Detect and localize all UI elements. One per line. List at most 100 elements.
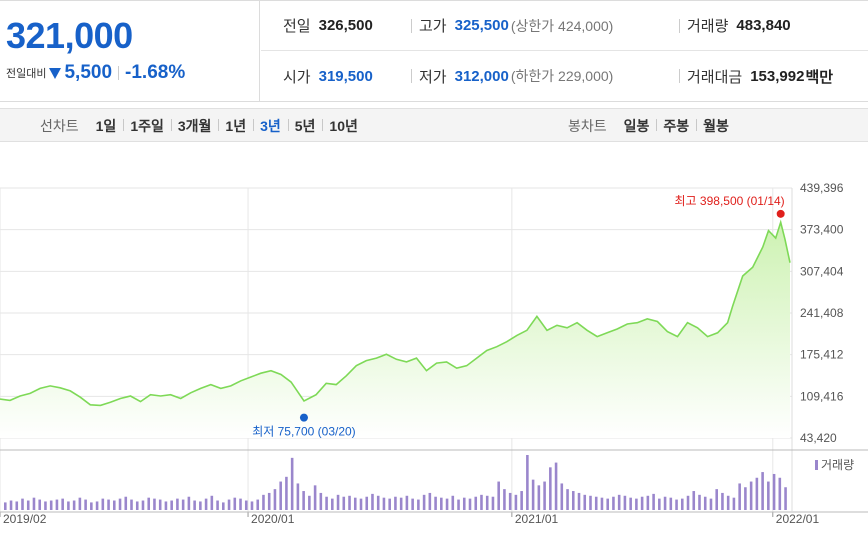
volume-bar xyxy=(32,497,36,510)
y-tick-label: 307,404 xyxy=(800,264,844,278)
volume-bar xyxy=(331,498,334,510)
line-chart-label: 선차트 xyxy=(40,118,79,134)
volume-bar xyxy=(549,467,552,510)
price-stats: 전일 326,500 고가 325,500 (상한가 424,000) 거래량 … xyxy=(261,1,868,102)
volume-bar xyxy=(474,496,478,510)
volume-bar xyxy=(296,483,300,510)
price-chart[interactable]: 43,420 109,416 175,412 241,408 307,404 373,40… xyxy=(0,142,868,545)
prev-close-stat: 전일 326,500 xyxy=(283,15,373,36)
volume-bar xyxy=(543,481,546,510)
open-stat: 시가 319,500 xyxy=(283,66,373,87)
volume-bar xyxy=(732,497,736,510)
candle-monthly[interactable]: 월봉 xyxy=(696,116,736,136)
volume-bar xyxy=(497,481,500,510)
volume-bar xyxy=(709,498,713,510)
volume-bar xyxy=(417,499,420,510)
volume-bar xyxy=(222,502,225,510)
amount-unit: 백만 xyxy=(805,68,834,86)
volume-stat: 거래량 483,840 xyxy=(687,15,791,36)
volume-bar xyxy=(755,477,759,510)
volume-bar xyxy=(491,496,495,510)
volume-bar xyxy=(531,479,535,510)
volume-bar xyxy=(290,457,294,510)
volume-bar xyxy=(26,500,30,510)
y-tick-label: 241,408 xyxy=(800,306,844,320)
divider xyxy=(679,19,680,33)
volume-bar xyxy=(84,499,87,510)
volume-bar xyxy=(9,500,13,510)
low-label: 저가 xyxy=(419,68,447,86)
volume-bar xyxy=(319,492,323,510)
volume-bar xyxy=(440,497,443,510)
volume-bar xyxy=(227,499,231,510)
volume-bar xyxy=(744,487,747,510)
volume-legend-swatch xyxy=(815,460,818,470)
volume-bar xyxy=(514,494,518,510)
volume-label: 거래량 xyxy=(687,18,729,35)
volume-bar xyxy=(457,499,460,510)
volume-bar xyxy=(187,496,191,510)
period-1d[interactable]: 1일 xyxy=(95,118,117,134)
volume-bar xyxy=(612,496,615,510)
volume-bar xyxy=(273,489,277,510)
open-value: 319,500 xyxy=(318,67,373,85)
volume-bar xyxy=(698,494,701,510)
candle-daily[interactable]: 일봉 xyxy=(623,118,650,134)
volume-bar xyxy=(210,495,214,510)
extreme-markers: 최고 398,500 (01/14) 최저 75,700 (03/20) xyxy=(252,194,785,439)
volume-bar xyxy=(703,496,707,510)
volume-bar xyxy=(267,492,271,510)
candle-chart-periods: 봉차트 일봉 주봉 월봉 xyxy=(568,109,736,143)
period-1y[interactable]: 1년 xyxy=(218,116,253,136)
divider xyxy=(679,69,680,83)
volume-bar xyxy=(537,485,541,510)
volume-bar xyxy=(749,481,753,510)
volume-bar xyxy=(686,495,690,510)
current-price: 321,000 xyxy=(6,15,133,56)
upper-limit: (상한가 424,000) xyxy=(510,17,614,34)
volume-bar xyxy=(285,476,288,510)
period-10y[interactable]: 10년 xyxy=(322,116,364,136)
volume-bar xyxy=(388,498,391,510)
x-tick-label: 2022/01 xyxy=(776,512,820,526)
volume-bar xyxy=(571,491,575,510)
candle-weekly[interactable]: 주봉 xyxy=(656,116,696,136)
volume-bar xyxy=(164,501,168,510)
high-label: 고가 xyxy=(419,18,447,35)
volume-bar xyxy=(124,496,128,510)
y-tick-label: 373,400 xyxy=(800,223,844,237)
volume-bar xyxy=(113,500,116,510)
volume-bar xyxy=(371,493,374,510)
volume-bar xyxy=(663,496,667,510)
volume-bar xyxy=(451,495,455,510)
volume-bar xyxy=(15,501,19,510)
stats-row-2: 시가 319,500 저가 312,000 (하한가 229,000) 거래대금… xyxy=(261,51,868,101)
volume-bar xyxy=(560,483,564,510)
volume-bar xyxy=(772,473,776,510)
x-tick-label: 2021/01 xyxy=(515,512,559,526)
price-header: 321,000 전일대비 5,500 -1.68% 전일 326,500 고가 … xyxy=(0,0,868,102)
period-3m[interactable]: 3개월 xyxy=(170,116,219,136)
candle-chart-label: 봉차트 xyxy=(568,118,607,134)
volume-bar xyxy=(520,491,523,510)
y-tick-label: 439,396 xyxy=(800,181,844,195)
volume-bar xyxy=(405,495,409,510)
volume-bar xyxy=(325,496,328,510)
volume-bar xyxy=(778,477,782,510)
volume-bar xyxy=(629,497,632,510)
volume-bar xyxy=(566,489,569,510)
volume-bar xyxy=(262,494,265,510)
volume-bar xyxy=(342,496,346,510)
volume-bar xyxy=(485,495,489,510)
volume-bar xyxy=(692,491,696,510)
period-5y[interactable]: 5년 xyxy=(287,116,323,136)
volume-bar xyxy=(462,497,466,510)
volume-bar xyxy=(233,497,237,510)
period-3y[interactable]: 3년 xyxy=(253,116,288,136)
volume-bar xyxy=(600,497,604,510)
volume-bar xyxy=(583,494,587,510)
volume-bar xyxy=(49,500,53,510)
period-1w[interactable]: 1주일 xyxy=(123,116,171,136)
volume-bar xyxy=(181,499,185,510)
volume-bar xyxy=(193,500,196,510)
